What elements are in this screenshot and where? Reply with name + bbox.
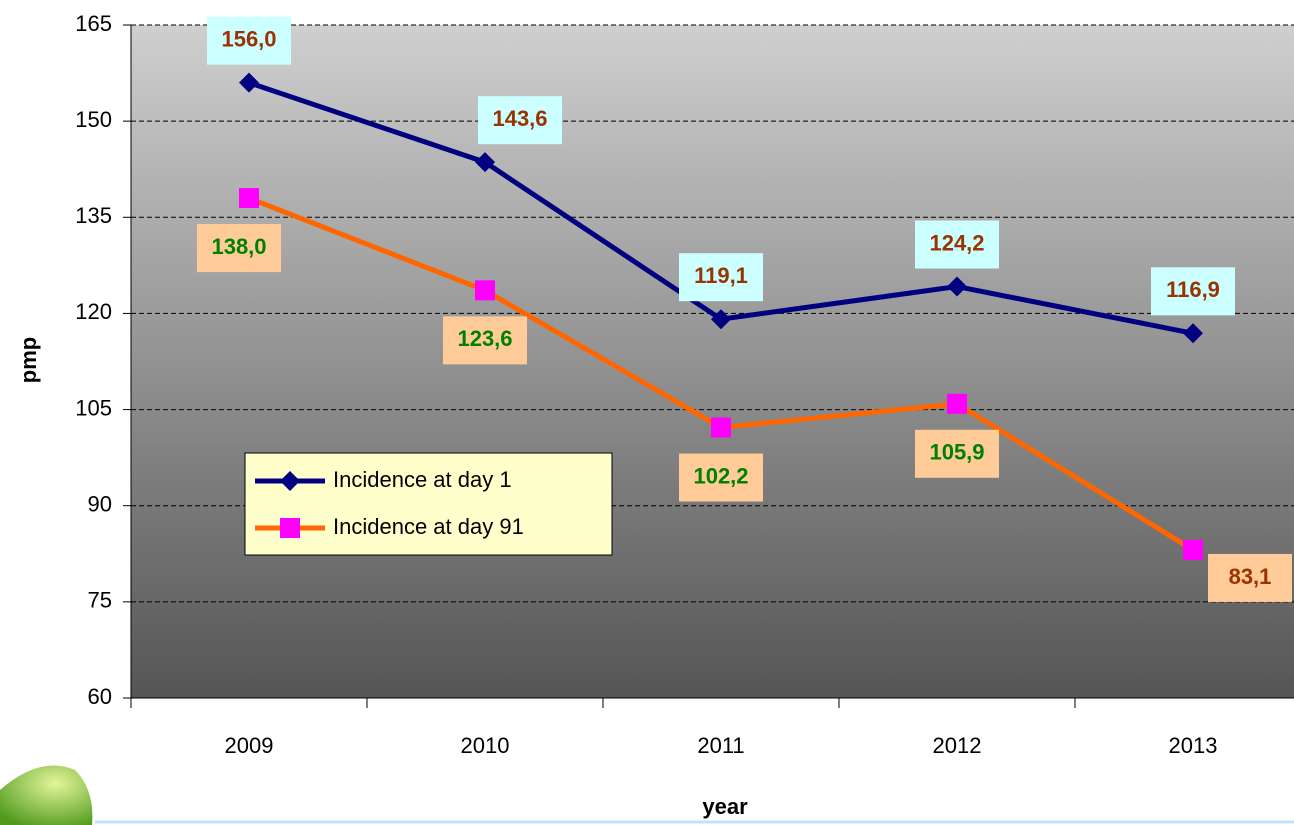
value-label: 116,9 <box>1166 277 1220 302</box>
value-label: 124,2 <box>929 230 984 255</box>
value-label: 156,0 <box>221 26 276 51</box>
y-tick-label: 105 <box>75 395 112 420</box>
chart: pmp year 60 75 90 105 120 135 150 165 2009 2010 20… <box>0 0 1294 825</box>
x-tick-label: 2010 <box>461 733 510 758</box>
y-tick-label: 75 <box>88 588 112 613</box>
x-axis-label: year <box>702 794 748 819</box>
plot-area <box>131 25 1294 698</box>
legend-label: Incidence at day 1 <box>333 467 512 492</box>
x-tick-label: 2011 <box>697 733 744 758</box>
marker <box>947 394 967 414</box>
x-tick-label: 2009 <box>225 733 274 758</box>
y-axis-label: pmp <box>16 337 41 383</box>
y-tick-label: 135 <box>75 203 112 228</box>
value-label: 119,1 <box>694 263 748 288</box>
marker <box>280 518 300 538</box>
value-label: 138,0 <box>211 234 266 259</box>
y-tick-label: 165 <box>75 11 112 36</box>
legend-label: Incidence at day 91 <box>333 514 524 539</box>
marker <box>711 418 731 438</box>
x-tick-label: 2012 <box>933 733 982 758</box>
value-label: 105,9 <box>929 440 984 465</box>
marker <box>1183 540 1203 560</box>
y-tick-label: 90 <box>88 492 112 517</box>
marker <box>239 188 259 208</box>
value-label: 83,1 <box>1229 564 1272 589</box>
y-tick-label: 120 <box>75 299 112 324</box>
value-label: 143,6 <box>492 106 547 131</box>
y-tick-label: 150 <box>75 107 112 132</box>
x-tick-label: 2013 <box>1169 733 1218 758</box>
decoration <box>0 766 92 825</box>
value-label: 123,6 <box>457 326 512 351</box>
y-tick-label: 60 <box>88 684 112 709</box>
marker <box>475 280 495 300</box>
value-label: 102,2 <box>693 463 748 488</box>
